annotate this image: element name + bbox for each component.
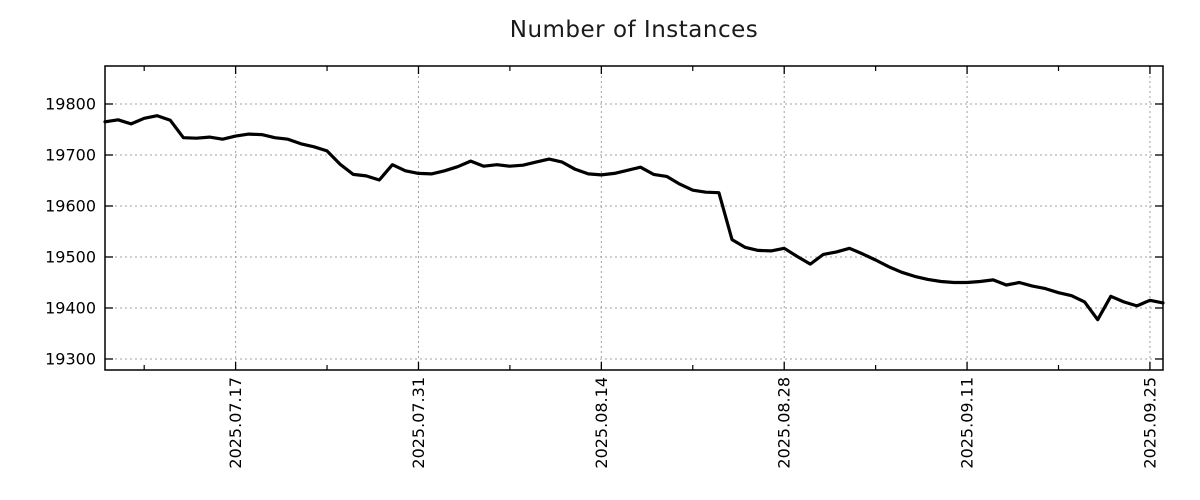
x-axis-tick-label: 2025.07.17 xyxy=(226,377,245,469)
x-axis-tick-label: 2025.09.11 xyxy=(958,377,977,469)
x-axis-tick-label: 2025.08.14 xyxy=(592,377,611,469)
y-axis-tick-label: 19600 xyxy=(45,196,96,215)
y-axis-tick-label: 19700 xyxy=(45,145,96,164)
y-axis-tick-label: 19300 xyxy=(45,349,96,368)
data-line-instances xyxy=(103,114,1165,322)
chart-title: Number of Instances xyxy=(509,17,759,43)
x-axis-tick-label: 2025.08.28 xyxy=(775,377,794,469)
x-axis-tick-label: 2025.07.31 xyxy=(409,377,428,469)
x-axis-tick-label: 2025.09.25 xyxy=(1140,377,1159,469)
y-axis-tick-label: 19400 xyxy=(45,298,96,317)
plot-border xyxy=(104,65,1164,371)
y-axis-tick-label: 19800 xyxy=(45,94,96,113)
y-axis-tick-label: 19500 xyxy=(45,247,96,266)
